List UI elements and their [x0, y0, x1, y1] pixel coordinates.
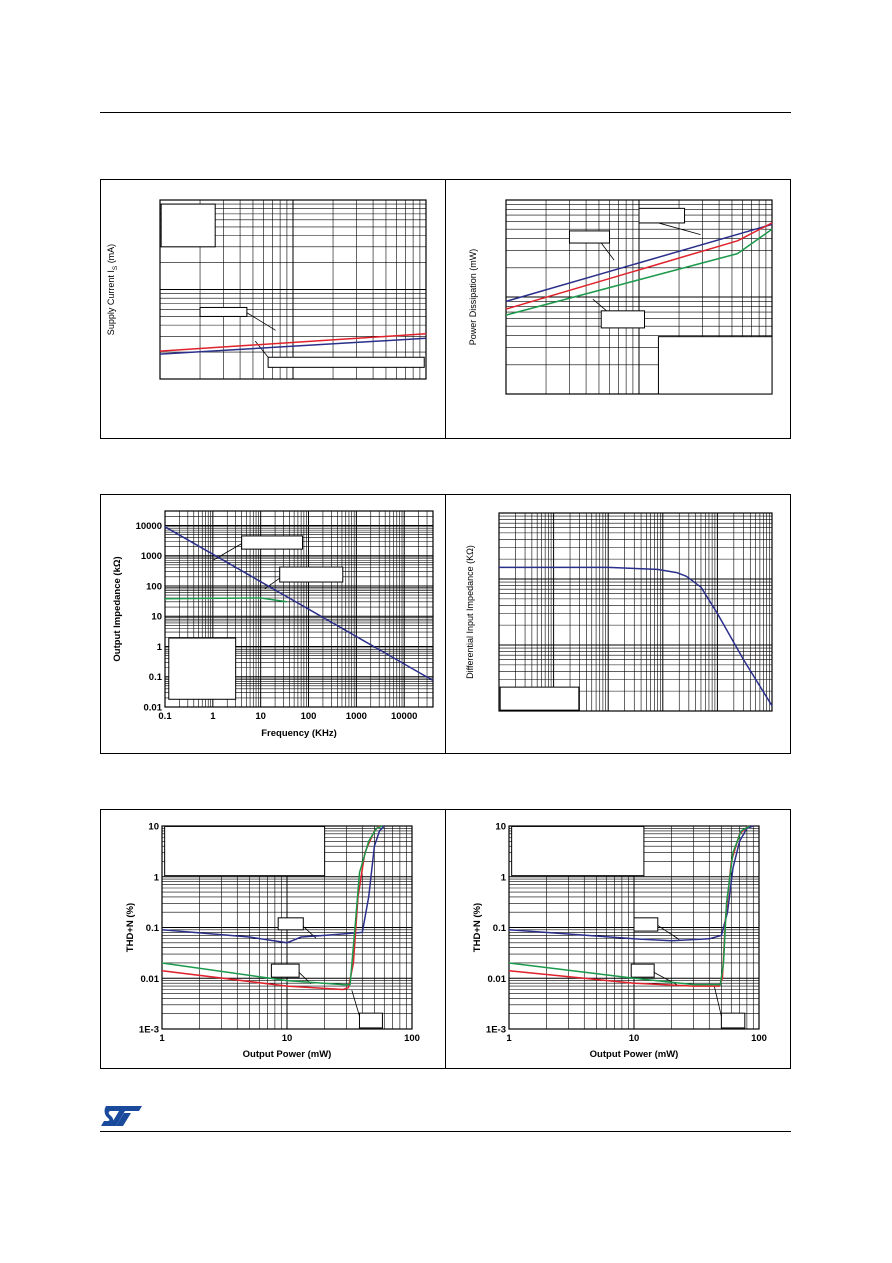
x-tick-label: 10	[255, 711, 266, 722]
x-axis-label: Frequency (KHz)	[261, 728, 336, 739]
x-tick-label: 1	[506, 1033, 512, 1044]
y-axis-label: Power Dissipation (mW)	[468, 249, 478, 346]
callout-leader	[714, 986, 722, 1017]
y-tick-label: 0.01	[488, 974, 507, 985]
plot-frame	[164, 510, 434, 708]
x-tick-label: 10000	[391, 711, 417, 722]
x-tick-label: 0.1	[158, 711, 172, 722]
callout-box	[720, 1012, 746, 1029]
y-tick-label: 1E-3	[139, 1025, 159, 1036]
x-tick-label: 1	[210, 711, 216, 722]
y-tick-label: 0.01	[141, 974, 160, 985]
x-tick-label: 100	[301, 711, 317, 722]
figure-row-3-divider	[445, 809, 446, 1069]
callout-box	[267, 356, 425, 368]
y-axis-label: Differential Input Impedance (KΩ)	[465, 545, 475, 679]
x-tick-label: 100	[751, 1033, 767, 1044]
series-line-blue	[499, 566, 773, 707]
st-logo-icon	[101, 1106, 142, 1126]
callout-box	[168, 637, 237, 700]
series-line-green	[161, 825, 383, 986]
plot-frame	[498, 512, 773, 712]
callout-box	[657, 336, 773, 395]
callout-leader	[264, 577, 280, 590]
y-axis-label: THD+N (%)	[125, 903, 136, 952]
callout-box	[277, 917, 304, 931]
callout-box	[358, 1012, 383, 1029]
series-line-blue	[505, 223, 773, 303]
y-tick-label: 1	[157, 642, 163, 653]
series-line-blue	[508, 825, 754, 942]
y-tick-label: 1	[154, 872, 160, 883]
y-tick-label: 0.01	[144, 703, 163, 714]
callout-leader	[600, 242, 615, 261]
y-tick-label: 1E-3	[486, 1025, 506, 1036]
x-tick-label: 100	[404, 1033, 420, 1044]
callout-box	[511, 825, 645, 877]
series-line-blue	[161, 825, 385, 944]
callout-box	[199, 306, 248, 317]
callout-leader	[657, 925, 680, 940]
callout-leader	[658, 222, 701, 235]
figure-row-2-divider	[445, 494, 446, 754]
callout-leader	[592, 298, 607, 312]
plot-frame	[159, 199, 427, 380]
y-tick-label: 0.1	[493, 923, 507, 934]
callout-box	[568, 230, 610, 244]
callout-box	[241, 535, 304, 550]
y-tick-label: 10	[151, 612, 162, 623]
power-dissipation-chart: Power Dissipation (mW)	[468, 199, 773, 395]
figure-row-1-divider	[445, 179, 446, 439]
y-axis-label: Output Impedance (kΩ)	[112, 556, 123, 661]
plot-frame	[505, 199, 773, 395]
differential-input-impedance-chart: Differential Input Impedance (KΩ)	[465, 512, 773, 712]
thd-vs-power-chart-a: 1 10 100 1E-3 0.01 0.1 1 10 Output Power (mW) THD…	[125, 822, 420, 1061]
x-axis-label: Output Power (mW)	[243, 1049, 332, 1060]
x-tick-label: 1000	[346, 711, 367, 722]
x-tick-label: 10	[629, 1033, 640, 1044]
callout-box	[164, 825, 326, 877]
footer-rule	[100, 1131, 791, 1132]
x-tick-label: 10	[282, 1033, 293, 1044]
callout-leader	[254, 340, 269, 358]
callout-box	[160, 203, 216, 248]
callout-box	[499, 686, 580, 711]
series-line-green	[505, 228, 773, 316]
header-rule	[100, 112, 791, 113]
series-line-green	[508, 825, 750, 986]
callout-box	[633, 917, 659, 932]
y-tick-label: 1000	[141, 551, 162, 562]
y-tick-label: 100	[146, 581, 162, 592]
thd-vs-power-chart-b: 1 10 100 1E-3 0.01 0.1 1 10 Output Power (mW) THD…	[472, 822, 767, 1061]
series-line-red	[159, 333, 427, 352]
callout-box	[270, 963, 300, 978]
y-tick-label: 10	[495, 822, 506, 833]
series-line-green	[164, 597, 287, 603]
callout-box	[600, 310, 646, 329]
y-tick-label: 10000	[136, 521, 162, 532]
callout-leader	[351, 990, 360, 1017]
callout-box	[630, 963, 655, 978]
series-line-blue	[164, 526, 434, 682]
output-impedance-chart: 0.1 1 10 100 1000 100000.010.1110100100010000…	[112, 510, 434, 739]
y-axis-label: Supply Current IS (mA)	[106, 244, 119, 335]
y-axis-label: THD+N (%)	[472, 903, 483, 952]
callout-leader	[246, 312, 276, 331]
callout-box	[638, 207, 686, 224]
grid	[498, 512, 773, 712]
series-line-red	[505, 222, 773, 310]
x-axis-label: Output Power (mW)	[590, 1049, 679, 1060]
y-tick-label: 1	[501, 872, 507, 883]
y-tick-label: 0.1	[146, 923, 160, 934]
supply-current-chart: Supply Current IS (mA)	[106, 199, 427, 380]
y-tick-label: 10	[148, 822, 159, 833]
y-tick-label: 0.1	[149, 672, 163, 683]
callout-box	[279, 566, 344, 583]
x-tick-label: 1	[159, 1033, 165, 1044]
series-line-blue	[159, 337, 427, 355]
